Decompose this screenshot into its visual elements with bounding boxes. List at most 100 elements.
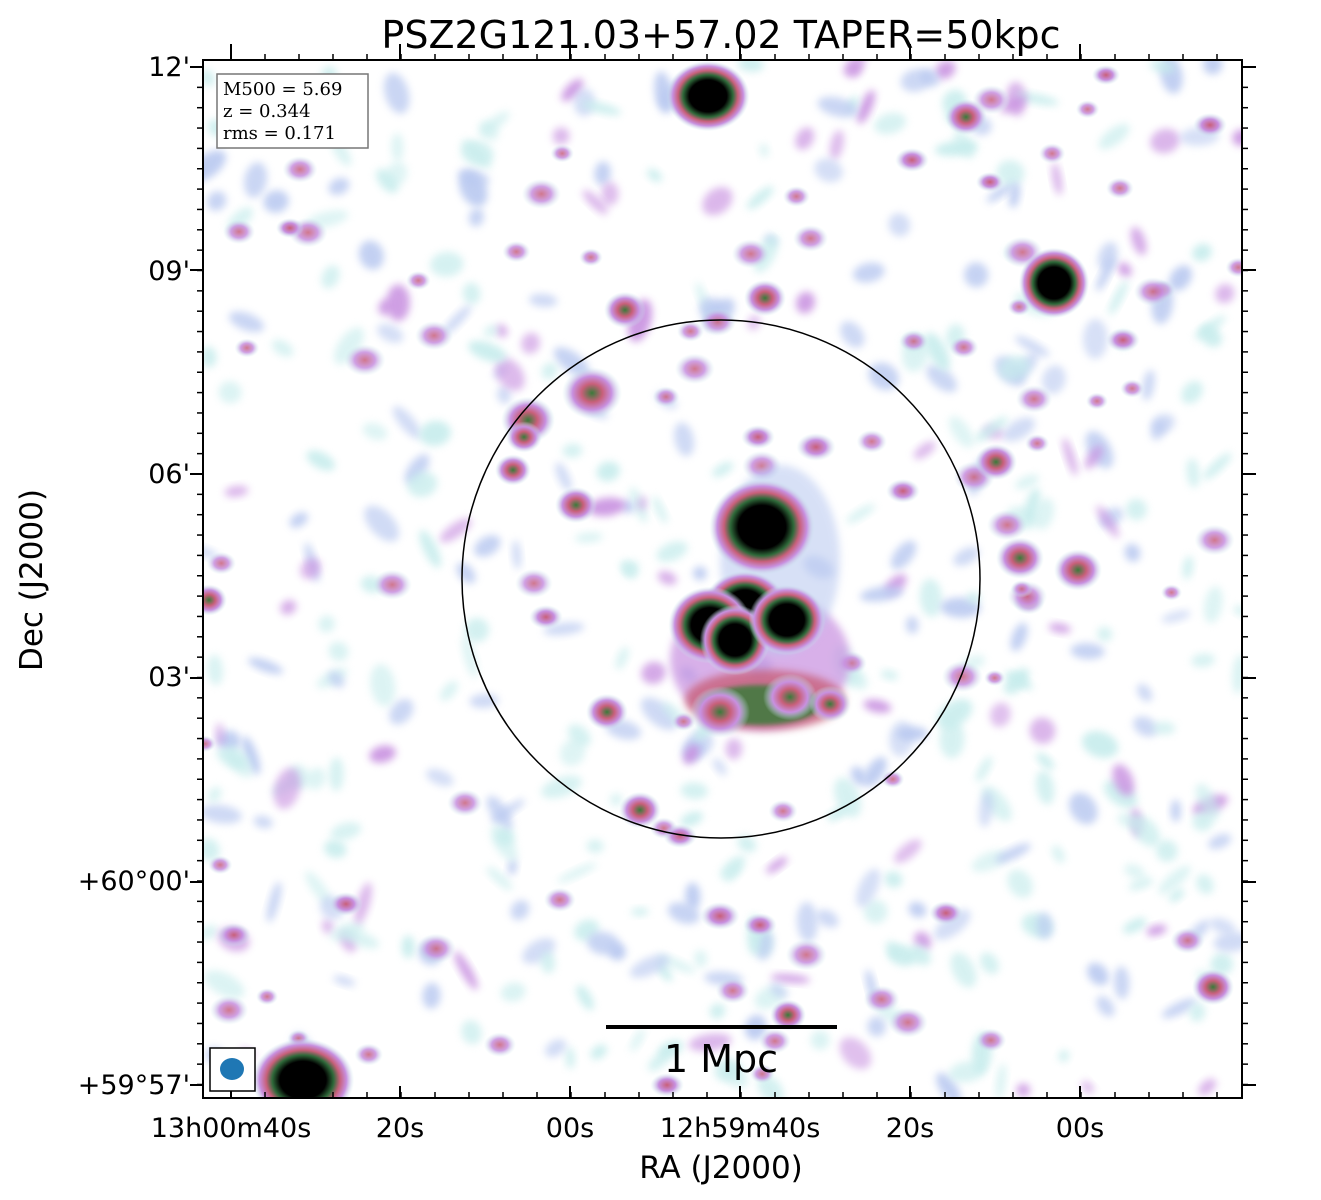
noise-blob: [910, 944, 931, 966]
noise-blob: [321, 265, 340, 289]
noise-blob: [1068, 792, 1098, 825]
noise-blob: [846, 504, 875, 524]
noise-blob: [953, 546, 980, 566]
noise-blob: [1103, 780, 1138, 809]
noise-blob: [770, 982, 789, 999]
info-rms: rms = 0.171: [223, 123, 336, 144]
noise-blob: [218, 381, 242, 404]
noise-blob: [950, 952, 977, 988]
noise-blob: [383, 72, 410, 114]
noise-blob: [344, 344, 386, 376]
noise-blob: [1038, 143, 1066, 164]
noise-blob: [1033, 498, 1055, 530]
noise-blob: [657, 571, 677, 585]
noise-blob: [273, 767, 301, 810]
noise-blob: [680, 782, 708, 800]
noise-blob: [920, 68, 940, 87]
noise-blob: [263, 190, 289, 213]
noise-blob: [241, 736, 261, 775]
noise-blob: [913, 441, 936, 460]
noise-blob: [890, 540, 917, 570]
noise-blob: [581, 101, 622, 116]
noise-blob: [567, 724, 591, 747]
noise-blob: [1158, 865, 1191, 895]
noise-blob: [253, 815, 273, 829]
noise-blob: [490, 825, 518, 862]
noise-blob: [863, 985, 900, 1014]
noise-blob: [457, 168, 490, 186]
noise-blob: [827, 806, 848, 821]
noise-blob: [978, 791, 994, 828]
noise-blob: [306, 450, 336, 471]
moderate-source: [586, 693, 628, 731]
noise-blob: [749, 1064, 775, 1084]
noise-blob: [256, 988, 279, 1006]
noise-blob: [1029, 717, 1056, 744]
noise-blob: [1133, 277, 1172, 307]
noise-blob: [545, 1039, 567, 1058]
noise-blob: [328, 641, 349, 662]
noise-blob: [737, 835, 757, 853]
noise-blob: [1086, 392, 1108, 410]
noise-blob: [867, 1016, 886, 1037]
noise-blob: [495, 357, 525, 391]
noise-blob: [1036, 912, 1053, 940]
faint-source: [529, 605, 563, 629]
noise-blob: [590, 1044, 608, 1060]
noise-blob: [852, 262, 885, 283]
noise-blob: [266, 881, 282, 923]
noise-blob: [587, 931, 620, 955]
noise-blob: [888, 1007, 928, 1038]
noise-blob: [289, 512, 308, 528]
faint-source: [1092, 65, 1120, 85]
noise-blob: [1195, 783, 1220, 820]
noise-blob: [719, 855, 746, 879]
noise-blob: [497, 386, 511, 404]
noise-blob: [1062, 437, 1078, 476]
noise-blob: [215, 722, 225, 747]
noise-blob: [1051, 162, 1063, 196]
noise-blob: [692, 566, 707, 581]
noise-blob: [863, 756, 887, 787]
faint-source: [1193, 113, 1227, 137]
noise-blob: [483, 1032, 516, 1057]
faint-source: [276, 218, 304, 238]
noise-blob: [966, 591, 981, 604]
noise-blob: [1087, 962, 1109, 986]
dec-tick-label: +59°57': [78, 1070, 190, 1101]
noise-blob: [389, 698, 414, 725]
moderate-source: [996, 537, 1044, 579]
noise-blob: [222, 219, 256, 245]
noise-blob: [1155, 839, 1178, 862]
noise-blob: [1170, 799, 1181, 823]
noise-blob: [1010, 622, 1028, 652]
noise-blob: [855, 868, 881, 908]
noise-blob: [480, 111, 510, 136]
noise-blob: [234, 338, 260, 358]
noise-blob: [839, 1037, 872, 1070]
noise-blob: [305, 871, 332, 906]
ra-tick-label: 13h00m40s: [151, 1113, 312, 1144]
noise-blob: [203, 804, 242, 824]
moderate-source: [763, 673, 817, 721]
noise-blob: [939, 720, 965, 759]
noise-blob: [203, 346, 217, 368]
noise-blob: [415, 321, 454, 351]
sources-layer: [203, 60, 1234, 1098]
noise-blob: [817, 96, 859, 118]
noise-blob: [610, 793, 623, 807]
noise-blob: [1192, 243, 1212, 262]
noise-blob: [1122, 917, 1147, 934]
noise-blob: [216, 748, 247, 770]
noise-blob: [601, 182, 619, 206]
noise-blob: [1161, 610, 1191, 623]
noise-blob: [460, 140, 494, 166]
noise-blob: [329, 757, 344, 792]
noise-blob: [354, 882, 372, 925]
noise-blob: [1035, 770, 1055, 805]
noise-blob: [1120, 379, 1145, 398]
noise-blob: [1015, 385, 1053, 413]
noise-blob: [416, 933, 456, 964]
noise-blob: [785, 939, 827, 971]
noise-blob: [688, 1033, 732, 1052]
